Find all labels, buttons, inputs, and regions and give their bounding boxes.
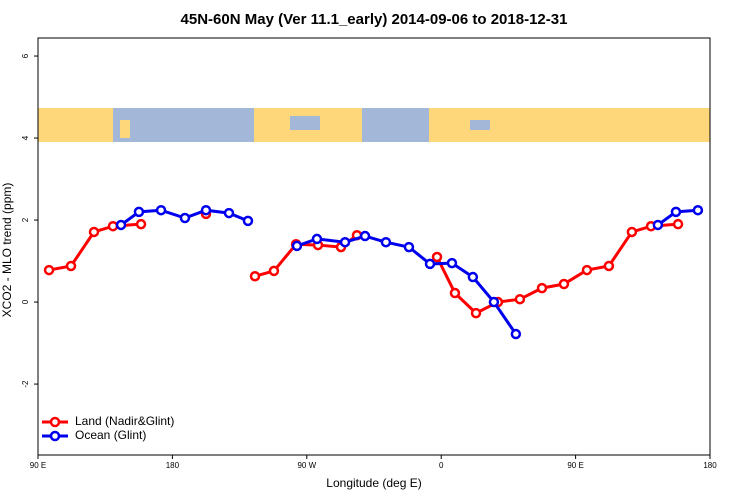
point bbox=[514, 293, 526, 305]
point bbox=[380, 236, 392, 248]
point bbox=[268, 265, 280, 277]
y-tick-label: -2 bbox=[21, 380, 30, 388]
point bbox=[223, 207, 235, 219]
point bbox=[467, 271, 479, 283]
point bbox=[446, 257, 458, 269]
point bbox=[155, 204, 167, 216]
legend-label: Ocean (Glint) bbox=[75, 428, 146, 442]
x-axis-label: Longitude (deg E) bbox=[326, 476, 421, 490]
point bbox=[133, 206, 145, 218]
point bbox=[65, 260, 77, 272]
point bbox=[311, 233, 323, 245]
point bbox=[135, 218, 147, 230]
point bbox=[670, 206, 682, 218]
legend-marker bbox=[49, 416, 61, 428]
point bbox=[359, 230, 371, 242]
point bbox=[339, 236, 351, 248]
y-tick-label: 6 bbox=[21, 53, 30, 58]
x-tick-label: 180 bbox=[703, 461, 717, 470]
x-tick-label: 90 E bbox=[30, 461, 46, 470]
y-tick-label: 2 bbox=[21, 217, 30, 222]
point bbox=[536, 282, 548, 294]
point bbox=[107, 220, 119, 232]
point bbox=[603, 260, 615, 272]
x-tick-label: 90 W bbox=[297, 461, 316, 470]
point bbox=[558, 278, 570, 290]
point bbox=[43, 264, 55, 276]
point bbox=[424, 258, 436, 270]
x-tick-label: 180 bbox=[166, 461, 180, 470]
point bbox=[200, 204, 212, 216]
chart-title: 45N-60N May (Ver 11.1_early) 2014-09-06 … bbox=[181, 11, 568, 28]
y-tick-label: 4 bbox=[21, 135, 30, 140]
point bbox=[431, 251, 443, 263]
x-tick-label: 0 bbox=[439, 461, 444, 470]
point bbox=[115, 219, 127, 231]
legend: Land (Nadir&Glint)Ocean (Glint) bbox=[42, 414, 174, 442]
point bbox=[652, 219, 664, 231]
point bbox=[449, 287, 461, 299]
point bbox=[403, 241, 415, 253]
point bbox=[249, 270, 261, 282]
point bbox=[470, 307, 482, 319]
point bbox=[88, 226, 100, 238]
legend-label: Land (Nadir&Glint) bbox=[75, 414, 174, 428]
point bbox=[510, 328, 522, 340]
point bbox=[692, 204, 704, 216]
point bbox=[626, 226, 638, 238]
point bbox=[672, 218, 684, 230]
point bbox=[581, 264, 593, 276]
series-line bbox=[435, 222, 679, 315]
y-tick-label: 0 bbox=[21, 299, 30, 304]
point bbox=[291, 240, 303, 252]
point bbox=[179, 212, 191, 224]
point bbox=[488, 296, 500, 308]
map-band bbox=[38, 108, 710, 142]
y-axis-label: XCO2 - MLO trend (ppm) bbox=[0, 183, 14, 318]
plot-frame bbox=[37, 37, 711, 456]
point bbox=[242, 215, 254, 227]
legend-marker bbox=[49, 430, 61, 442]
x-tick-label: 90 E bbox=[567, 461, 583, 470]
